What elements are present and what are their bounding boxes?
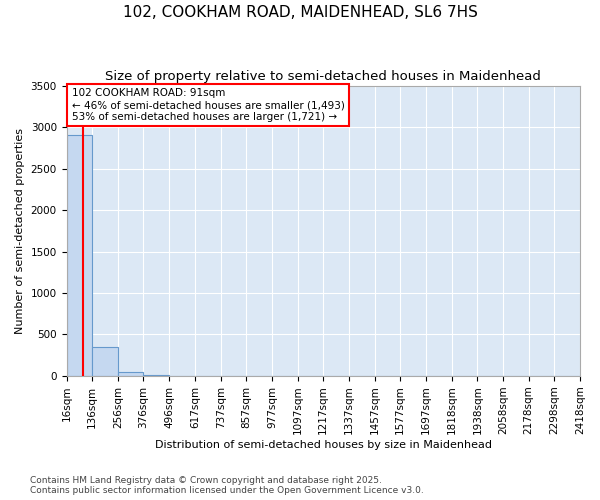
Bar [67,136,92,376]
Title: Size of property relative to semi-detached houses in Maidenhead: Size of property relative to semi-detach… [106,70,541,83]
Text: 102 COOKHAM ROAD: 91sqm
← 46% of semi-detached houses are smaller (1,493)
53% of: 102 COOKHAM ROAD: 91sqm ← 46% of semi-de… [71,88,344,122]
Bar [143,375,169,376]
Bar [92,347,118,376]
Text: 102, COOKHAM ROAD, MAIDENHEAD, SL6 7HS: 102, COOKHAM ROAD, MAIDENHEAD, SL6 7HS [122,5,478,20]
X-axis label: Distribution of semi-detached houses by size in Maidenhead: Distribution of semi-detached houses by … [155,440,492,450]
Y-axis label: Number of semi-detached properties: Number of semi-detached properties [15,128,25,334]
Bar [118,372,143,376]
Text: Contains HM Land Registry data © Crown copyright and database right 2025.
Contai: Contains HM Land Registry data © Crown c… [30,476,424,495]
